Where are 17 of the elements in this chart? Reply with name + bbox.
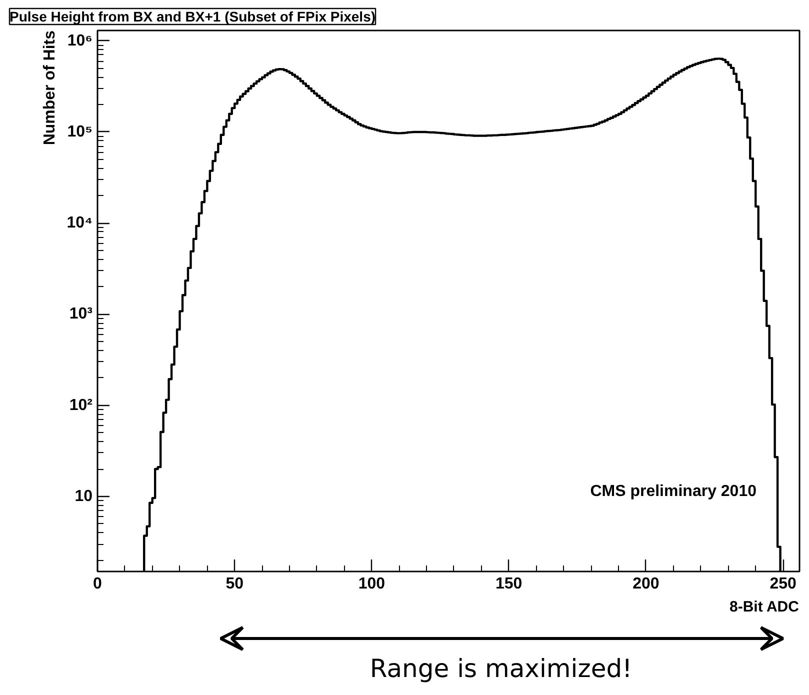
x-tick-label: 150 (495, 576, 522, 592)
x-tick-label: 50 (226, 576, 244, 592)
y-tick-label: 10⁵ (67, 123, 92, 140)
y-tick-label: 10⁶ (67, 32, 93, 50)
x-axis-title: 8-Bit ADC (730, 598, 800, 616)
y-axis-title: Number of Hits (42, 30, 58, 146)
chart-title: Pulse Height from BX and BX+1 (Subset of FPix Pixels) (10, 8, 376, 24)
annotation: CMS preliminary 2010 (590, 483, 757, 500)
x-tick-label: 100 (358, 576, 386, 592)
x-tick-label: 200 (632, 576, 660, 592)
x-tick-label: 0 (93, 576, 102, 592)
y-tick-label: 10 (74, 488, 93, 505)
y-tick-label: 10⁴ (66, 214, 93, 232)
y-tick-label: 10² (69, 396, 92, 414)
text: Range is maximized! (370, 654, 632, 683)
x-tick-label: 250 (770, 576, 796, 592)
y-tick-label: 10³ (69, 306, 92, 323)
